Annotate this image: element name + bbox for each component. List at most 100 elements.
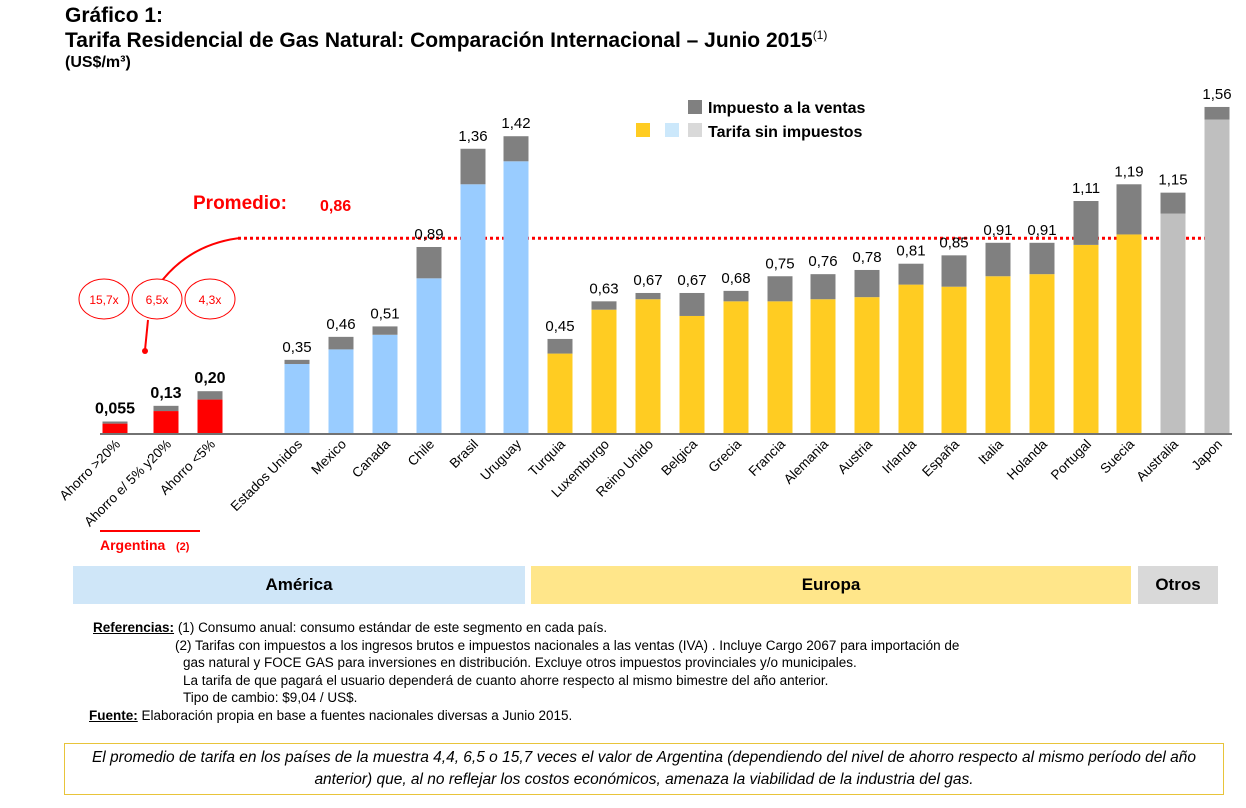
bar-tax (284, 359, 310, 365)
category-label: Canada (349, 436, 393, 480)
bar-tax (985, 242, 1011, 277)
bar-value-label: 1,19 (1114, 163, 1143, 180)
bar-tax (372, 326, 398, 335)
legend-tax-label: Impuesto a la ventas (708, 100, 865, 117)
region-america: América (73, 566, 525, 604)
bar-value-label: 0,85 (939, 234, 968, 251)
category-label: Australia (1133, 436, 1181, 484)
multiplier-2: 6,5x (146, 293, 169, 307)
multiplier-3-ellipse (184, 278, 236, 320)
bar-value-label: 0,89 (414, 226, 443, 243)
reference-2b: gas natural y FOCE GAS para inversiones … (183, 655, 857, 670)
bar-tariff (102, 423, 128, 433)
bar-tariff (328, 349, 354, 433)
bar-tax (591, 301, 617, 310)
bar-tariff (503, 161, 529, 434)
bar-tariff (723, 301, 749, 433)
bar-tax (1029, 242, 1055, 275)
bar-value-label: 0,055 (95, 401, 135, 418)
bar-tariff (460, 184, 486, 433)
bar-tariff (1029, 274, 1055, 433)
legend-tariff-label: Tarifa sin impuestos (708, 124, 863, 141)
bar-value-label: 0,35 (282, 339, 311, 356)
bar-tax (1073, 201, 1099, 245)
multiplier-connector (144, 319, 149, 351)
bar-value-label: 1,15 (1158, 172, 1187, 189)
bar-tax (328, 336, 354, 350)
bar-value-label: 0,68 (721, 270, 750, 287)
bar-value-label: 0,63 (589, 280, 618, 297)
category-label: Irlanda (879, 436, 919, 476)
references-label: Referencias: (93, 620, 175, 635)
bar-tax (898, 263, 924, 285)
average-value: 0,86 (320, 198, 351, 215)
bar-tariff (941, 286, 967, 433)
category-label: Chile (405, 437, 437, 469)
reference-1: (1) Consumo anual: consumo estándar de e… (177, 620, 608, 635)
bar-tax (1116, 184, 1142, 235)
bar-value-label: 0,91 (983, 222, 1012, 239)
category-label: Grecia (705, 436, 744, 475)
bar-tariff (854, 297, 880, 433)
chart-unit: (US$/m³) (65, 54, 131, 71)
title-footnote: (1) (812, 28, 828, 42)
legend-gray-swatch (688, 123, 702, 137)
bar-tax (723, 290, 749, 302)
bar-tax (1204, 106, 1230, 120)
bar-tax (503, 136, 529, 162)
category-label: Austria (835, 436, 876, 477)
multiplier-2-ellipse (131, 278, 183, 320)
bar-tariff (416, 278, 442, 433)
bar-tax (679, 292, 705, 316)
bar-value-label: 0,67 (633, 272, 662, 289)
bar-value-label: 0,13 (150, 385, 181, 402)
bar-tariff (1204, 119, 1230, 433)
category-label: Holanda (1004, 436, 1051, 483)
category-label: Mexico (308, 437, 349, 478)
category-label: Belgica (658, 436, 700, 478)
category-label: Suecia (1097, 436, 1137, 476)
connector-dot (142, 348, 148, 354)
chart-title: Tarifa Residencial de Gas Natural: Compa… (65, 28, 827, 53)
bar-tariff (591, 309, 617, 433)
reference-2d: Tipo de cambio: $9,04 / US$. (183, 690, 358, 705)
bar-value-label: 0,91 (1027, 222, 1056, 239)
argentina-label: Argentina (100, 537, 166, 553)
legend-tax-swatch (688, 100, 702, 114)
region-otros: Otros (1138, 566, 1218, 604)
category-label: España (919, 436, 962, 479)
source-label: Fuente: (89, 707, 138, 723)
category-label: Portugal (1048, 437, 1094, 483)
reference-2a: (2) Tarifas con impuestos a los ingresos… (175, 637, 960, 653)
bar-tax (460, 148, 486, 185)
argentina-footnote: (2) (176, 541, 190, 553)
bar-tariff (767, 301, 793, 433)
bar-value-label: 0,20 (194, 370, 225, 387)
region-europa: Europa (531, 566, 1131, 604)
category-label: Italia (975, 436, 1006, 467)
conclusion-box: El promedio de tarifa en los países de l… (64, 743, 1224, 795)
bar-tariff (1073, 244, 1099, 433)
category-label: Uruguay (477, 436, 524, 483)
bar-tariff (1116, 234, 1142, 433)
multiplier-1: 15,7x (89, 293, 118, 307)
references: Referencias: (1) Consumo anual: consumo … (89, 619, 960, 724)
bar-value-label: 0,75 (765, 255, 794, 272)
bar-tax (547, 338, 573, 354)
multiplier-1-ellipse (78, 278, 130, 320)
bar-value-label: 0,46 (326, 316, 355, 333)
bar-value-label: 1,42 (501, 115, 530, 132)
bar-tariff (547, 353, 573, 433)
bar-tax (416, 246, 442, 279)
bar-tariff (635, 299, 661, 433)
category-label: Francia (746, 436, 789, 479)
bar-tax (941, 255, 967, 287)
bar-tax (767, 276, 793, 302)
bar-value-label: 0,76 (808, 253, 837, 270)
bar-value-label: 0,45 (545, 318, 574, 335)
bar-tax (1160, 192, 1186, 214)
legend-yellow-swatch (636, 123, 650, 137)
bar-value-label: 0,51 (370, 305, 399, 322)
